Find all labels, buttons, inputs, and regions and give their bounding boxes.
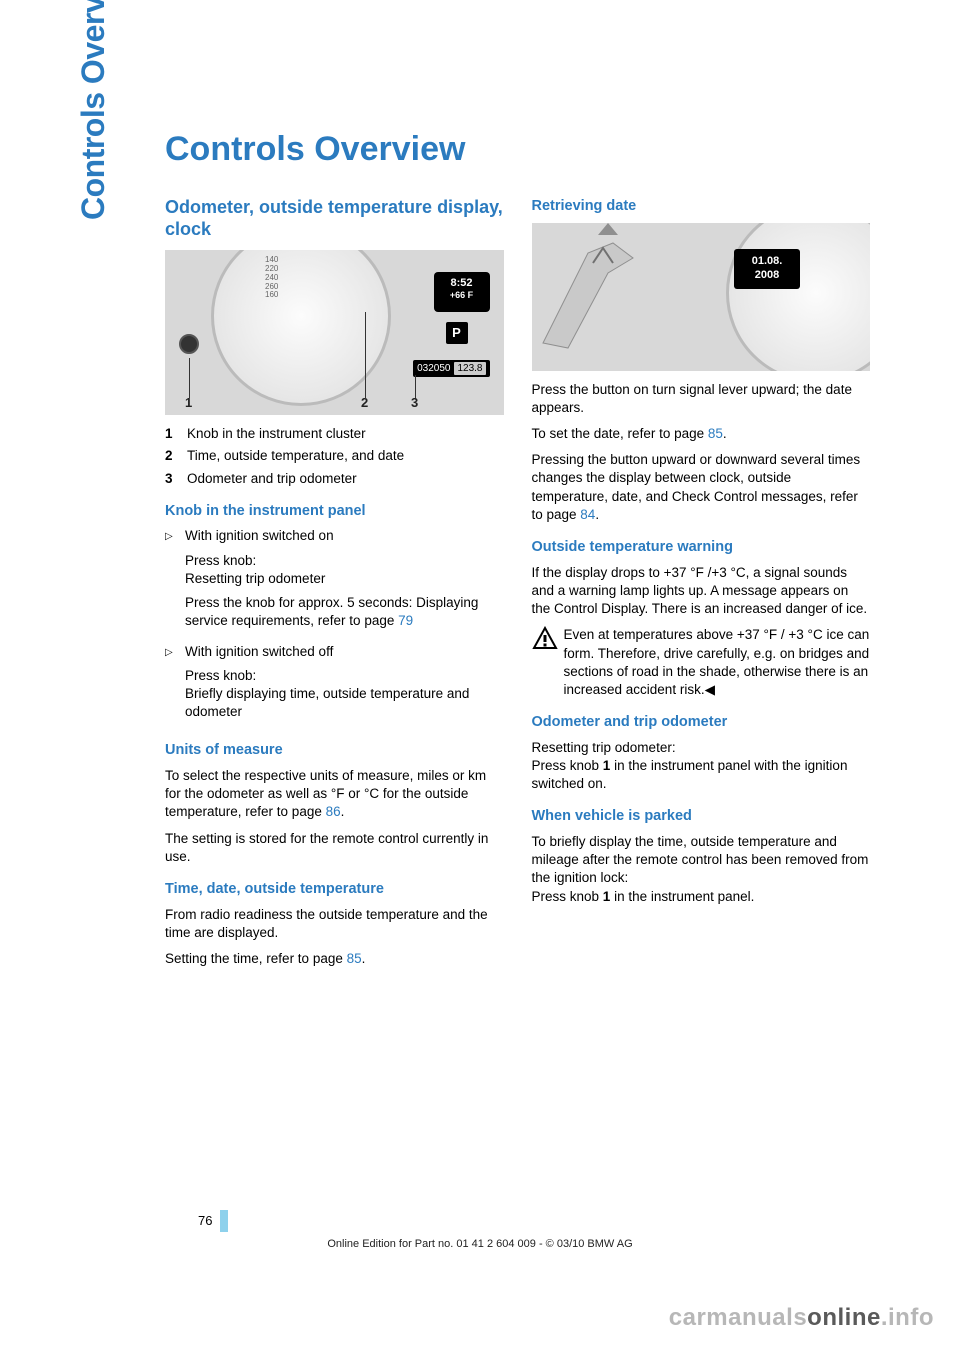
- paragraph: To briefly display the time, outside tem…: [532, 833, 871, 888]
- paragraph: Press knob 1 in the instrument panel.: [532, 888, 871, 906]
- callout-line-1: [189, 358, 190, 398]
- cluster-knob: [179, 334, 199, 354]
- paragraph: Press the button on turn signal lever up…: [532, 381, 871, 417]
- warning-icon: [532, 626, 558, 652]
- knob-list: ▷ With ignition switched on Press knob:R…: [165, 527, 504, 727]
- sidebar-section-label: Controls Overview: [75, 0, 112, 220]
- paragraph: To set the date, refer to page 85.: [532, 425, 871, 443]
- page: Controls Overview Controls Overview Odom…: [0, 0, 960, 1358]
- paragraph: Pressing the button upward or downward s…: [532, 451, 871, 524]
- page-number-accent: [220, 1210, 228, 1232]
- turn-signal-lever-icon: [538, 223, 688, 371]
- subheading-parked: When vehicle is parked: [532, 807, 871, 827]
- callout-label-1: 1: [185, 394, 192, 412]
- list-item: ▷ With ignition switched on Press knob:R…: [165, 527, 504, 636]
- content-columns: Odometer, outside temperature display, c…: [165, 197, 870, 976]
- callout-line-2: [365, 312, 366, 398]
- triangle-bullet-icon: ▷: [165, 527, 185, 636]
- callout-label-2: 2: [361, 394, 368, 412]
- subheading-units: Units of measure: [165, 741, 504, 761]
- triangle-bullet-icon: ▷: [165, 643, 185, 728]
- legend-item: 3Odometer and trip odometer: [165, 470, 504, 488]
- subheading-knob: Knob in the instrument panel: [165, 502, 504, 522]
- legend-item: 1Knob in the instrument cluster: [165, 425, 504, 443]
- gear-indicator: P: [446, 322, 468, 344]
- subheading-time-date: Time, date, outside temperature: [165, 880, 504, 900]
- paragraph: Setting the time, refer to page 85.: [165, 950, 504, 968]
- figure-turn-signal-lever: 01.08. 2008: [532, 223, 871, 371]
- page-number: 76: [198, 1213, 212, 1228]
- warning-text: Even at temperatures above +37 °F / +3 °…: [564, 626, 871, 699]
- watermark: carmanualsonline.info: [669, 1304, 934, 1332]
- dial-ticks: 140 220 240 260 160: [265, 256, 278, 300]
- subheading-temp-warning: Outside temperature warning: [532, 538, 871, 558]
- cluster-display: 8:52 +66 F: [434, 272, 490, 312]
- page-title: Controls Overview: [165, 130, 870, 169]
- figure-instrument-cluster: 140 220 240 260 160 8:52 +66 F P 032050 …: [165, 250, 504, 415]
- paragraph: To select the respective units of measur…: [165, 767, 504, 822]
- page-link[interactable]: 84: [580, 507, 595, 522]
- odometer-display: 032050 123.8: [413, 360, 489, 378]
- column-right: Retrieving date 01.08. 2008 Press the bu…: [532, 197, 871, 976]
- paragraph: Resetting trip odometer:: [532, 739, 871, 757]
- list-item: ▷ With ignition switched off Press knob:…: [165, 643, 504, 728]
- tachometer-dial: [726, 223, 870, 371]
- warning-note: Even at temperatures above +37 °F / +3 °…: [532, 626, 871, 699]
- paragraph: From radio readiness the outside tempera…: [165, 906, 504, 942]
- page-link[interactable]: 85: [347, 951, 362, 966]
- paragraph: If the display drops to +37 °F /+3 °C, a…: [532, 564, 871, 619]
- paragraph: The setting is stored for the remote con…: [165, 830, 504, 866]
- page-link[interactable]: 85: [708, 426, 723, 441]
- callout-label-3: 3: [411, 394, 418, 412]
- date-display: 01.08. 2008: [734, 249, 800, 289]
- subheading-retrieving-date: Retrieving date: [532, 197, 871, 217]
- subheading-odometer-trip: Odometer and trip odometer: [532, 713, 871, 733]
- section-heading-odometer: Odometer, outside temperature display, c…: [165, 197, 504, 240]
- page-link[interactable]: 79: [398, 613, 413, 628]
- page-link[interactable]: 86: [326, 804, 341, 819]
- callout-legend: 1Knob in the instrument cluster 2Time, o…: [165, 425, 504, 488]
- footer-line: Online Edition for Part no. 01 41 2 604 …: [0, 1238, 960, 1250]
- speedometer-dial: [211, 250, 391, 406]
- paragraph: Press knob 1 in the instrument panel wit…: [532, 757, 871, 793]
- column-left: Odometer, outside temperature display, c…: [165, 197, 504, 976]
- legend-item: 2Time, outside temperature, and date: [165, 447, 504, 465]
